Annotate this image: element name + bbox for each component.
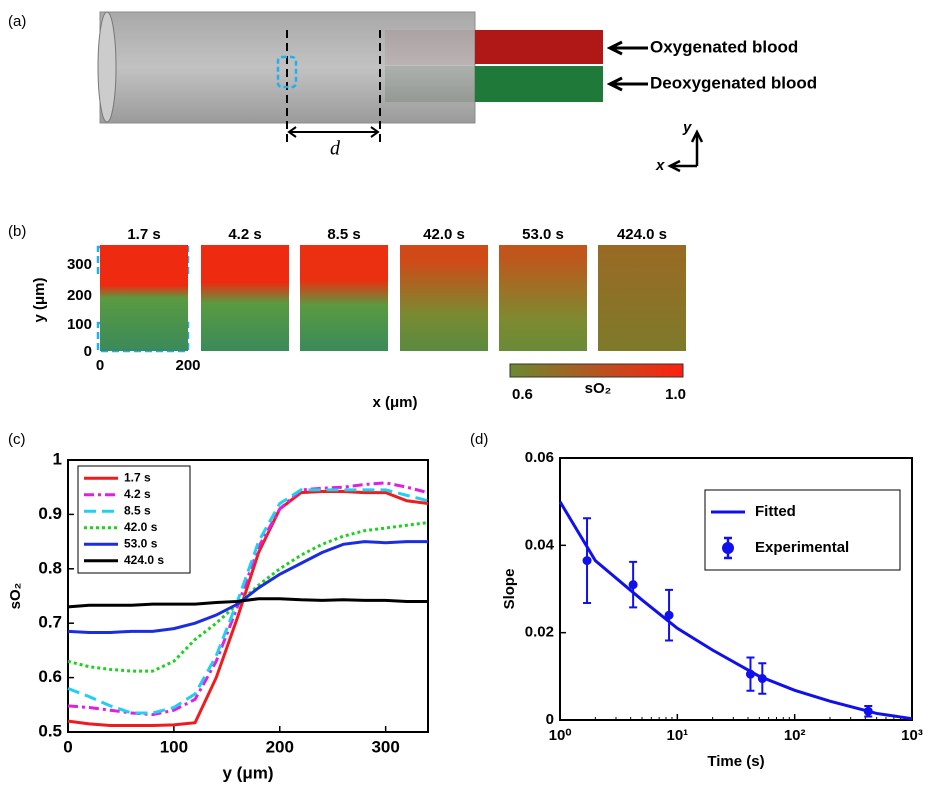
panel-a: (a) d Oxygenated blood Deoxygenated bloo…	[8, 11, 817, 174]
y-label: y (μm)	[31, 277, 48, 322]
point	[582, 556, 592, 566]
time-label: 42.0 s	[423, 226, 465, 243]
chart: (d) 0 0.02 0.04 0.06 10⁰ 10¹ 10² 10³ Time (s) Slop…	[470, 431, 923, 770]
series-line	[67, 597, 428, 609]
colorbar-min: 0.6	[512, 386, 533, 403]
panel-label: (d)	[470, 431, 488, 448]
legend-swatch	[722, 542, 734, 554]
legend-label: 8.5 s	[124, 503, 151, 517]
legend-label: Experimental	[755, 539, 849, 556]
legend-label: 1.7 s	[124, 470, 151, 484]
legend-box	[77, 465, 191, 574]
series-line	[67, 490, 429, 727]
panel-b: (b) y (μm) x (μm) 0.6 sO₂ 1.0 1.7 s 4.2 s…	[8, 223, 686, 411]
pointer-arrows	[606, 40, 648, 92]
time-label: 8.5 s	[327, 226, 360, 243]
x-tick-label: 0	[63, 737, 72, 756]
x-tick-label: 200	[175, 357, 200, 374]
oxy-label: Oxygenated blood	[650, 37, 798, 56]
y-axis-label: Slope	[501, 569, 518, 610]
x-axis-label: Time (s)	[707, 753, 764, 770]
x-label: x (μm)	[372, 394, 417, 411]
x-tick-label: 10²	[784, 727, 806, 744]
series-line	[558, 500, 913, 721]
chart: (c) 0.5 0.6 0.7 0.8 0.9 1 0 100 200 300 y (μm) sO₂ 1.…	[7, 431, 429, 782]
y-tick-label: 0.7	[38, 613, 62, 632]
x-tick-label: 0	[96, 357, 104, 374]
series-line	[67, 540, 428, 634]
legend-label: Fitted	[755, 503, 796, 520]
x-tick-label: 10¹	[666, 727, 688, 744]
colorbar-max: 1.0	[665, 386, 686, 403]
y-tick-label: 100	[67, 316, 92, 333]
series-line	[67, 488, 429, 715]
roi	[276, 55, 298, 89]
panel-label: (b)	[8, 223, 26, 240]
axes-icon	[667, 129, 704, 173]
legend-label: 4.2 s	[124, 487, 151, 501]
sO2-image	[201, 245, 289, 351]
sO2-image	[100, 245, 188, 351]
plot-frame	[559, 457, 913, 721]
time-label: 424.0 s	[617, 226, 667, 243]
x-axis-label: x	[655, 157, 665, 174]
x-tick-label: 10³	[901, 727, 923, 744]
series-line	[67, 481, 429, 717]
panel-label: (c)	[8, 431, 26, 448]
y-tick-label: 200	[67, 287, 92, 304]
legend-label: 53.0 s	[124, 536, 158, 550]
y-tick-label: 0.8	[38, 558, 62, 577]
point	[628, 580, 638, 590]
x-tick-label: 200	[266, 737, 294, 756]
point	[745, 669, 755, 679]
y-tick-label: 0.06	[525, 449, 554, 466]
y-axis-label: sO₂	[7, 583, 24, 610]
legend-label: 424.0 s	[124, 553, 164, 567]
deoxy-label: Deoxygenated blood	[650, 73, 817, 92]
y-axis-label: y	[682, 119, 692, 136]
d-label: d	[330, 138, 341, 160]
sO2-image	[499, 245, 587, 351]
sO2-image	[300, 245, 388, 351]
legend-box	[704, 489, 901, 571]
y-tick-label: 300	[67, 256, 92, 273]
series-line	[67, 521, 429, 673]
y-tick-label: 0.6	[38, 667, 62, 686]
x-tick-label: 100	[160, 737, 188, 756]
legend-label: 42.0 s	[124, 520, 158, 534]
y-tick-label: 1	[53, 449, 62, 468]
time-label: 4.2 s	[228, 226, 261, 243]
point	[664, 610, 674, 620]
y-tick-label: 0.5	[38, 721, 62, 740]
time-label: 1.7 s	[127, 226, 160, 243]
y-tick-label: 0.9	[38, 504, 62, 523]
time-label: 53.0 s	[522, 226, 564, 243]
y-tick-label: 0.02	[525, 624, 554, 641]
plot-frame	[67, 459, 429, 733]
x-tick-label: 10⁰	[549, 727, 572, 744]
cylinder	[99, 11, 476, 124]
point	[863, 706, 873, 716]
d-arrow	[287, 126, 380, 138]
cylinder-end	[97, 11, 117, 123]
x-tick-label: 300	[371, 737, 399, 756]
x-axis-label: y (μm)	[222, 763, 273, 782]
colorbar-label: sO₂	[585, 380, 612, 397]
tube-deoxy	[475, 66, 603, 102]
y-tick-label: 0	[546, 711, 554, 728]
sO2-image	[598, 245, 686, 351]
panel-label: (a)	[8, 13, 26, 30]
colorbar	[509, 363, 684, 378]
tube-oxy	[475, 30, 603, 64]
point	[757, 674, 767, 684]
y-tick-label: 0	[84, 343, 92, 360]
sO2-image	[400, 245, 488, 351]
y-tick-label: 0.04	[525, 536, 555, 553]
